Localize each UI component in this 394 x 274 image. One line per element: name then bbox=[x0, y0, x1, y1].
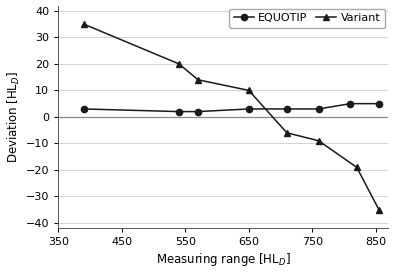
X-axis label: Measuring range [HL$_D$]: Measuring range [HL$_D$] bbox=[156, 252, 291, 269]
Legend: EQUOTIP, Variant: EQUOTIP, Variant bbox=[229, 9, 385, 28]
Variant bbox=[177, 62, 181, 65]
Line: Variant: Variant bbox=[80, 21, 383, 213]
Y-axis label: Deviation [HL$_D$]: Deviation [HL$_D$] bbox=[6, 71, 22, 163]
EQUOTIP bbox=[284, 107, 289, 111]
EQUOTIP bbox=[177, 110, 181, 113]
Variant bbox=[354, 165, 359, 169]
Variant bbox=[377, 208, 381, 211]
EQUOTIP bbox=[348, 102, 353, 105]
EQUOTIP bbox=[316, 107, 321, 111]
Variant bbox=[196, 78, 201, 81]
Variant bbox=[284, 131, 289, 135]
EQUOTIP bbox=[196, 110, 201, 113]
EQUOTIP bbox=[246, 107, 251, 111]
Variant bbox=[82, 22, 86, 26]
Variant bbox=[246, 89, 251, 92]
EQUOTIP bbox=[82, 107, 86, 111]
EQUOTIP bbox=[377, 102, 381, 105]
Line: EQUOTIP: EQUOTIP bbox=[81, 101, 382, 115]
Variant bbox=[316, 139, 321, 142]
